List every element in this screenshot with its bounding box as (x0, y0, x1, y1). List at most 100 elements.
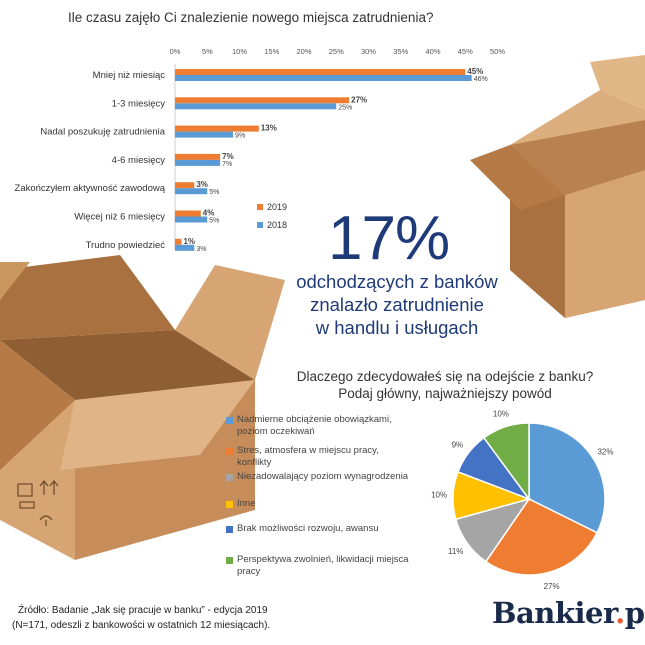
pie-slice-label: 9% (452, 440, 464, 449)
highlight-text: odchodzących z banków znalazło zatrudnie… (262, 270, 532, 339)
brand-name: Bankier (492, 596, 616, 630)
legend-swatch-2018 (257, 222, 263, 228)
pie-title-line-1: Dlaczego zdecydowałeś się na odejście z … (296, 369, 594, 384)
bar-2019 (175, 182, 195, 189)
highlight-line-2: znalazło zatrudnienie (310, 294, 484, 315)
source-sample-note: (N=171, odeszli z bankowości w ostatnich… (12, 620, 271, 631)
pie-slice-label: 32% (597, 448, 613, 457)
x-tick-label: 5% (202, 47, 213, 56)
pie-legend-swatch (226, 557, 233, 564)
category-label: Trudno powiedzieć (86, 240, 166, 251)
bar-2019 (175, 153, 221, 160)
bar-value-label: 46% (474, 76, 488, 83)
x-tick-label: 25% (329, 47, 344, 56)
pie-legend-swatch (226, 501, 233, 508)
x-tick-label: 50% (490, 47, 505, 56)
x-tick-label: 15% (264, 47, 279, 56)
x-tick-label: 45% (458, 47, 473, 56)
pie-legend-item: Niezadowalający poziom wynagrodzenia (226, 471, 427, 483)
category-label: Więcej niż 6 miesięcy (74, 212, 165, 223)
x-tick-label: 20% (296, 47, 311, 56)
pie-legend-label-continued: poziom oczekiwań (237, 426, 315, 437)
bar-value-label: 1% (183, 237, 195, 246)
bar-value-label: 5% (209, 189, 219, 196)
left-cardboard-box (0, 255, 285, 560)
pie-slice-label: 10% (431, 491, 447, 500)
bar-2019 (175, 238, 182, 245)
pie-slice-label: 11% (448, 547, 463, 556)
bar-2018 (175, 216, 208, 223)
highlight-line-3: w handlu i usługach (315, 317, 479, 338)
pie-legend-swatch (226, 526, 233, 533)
pie-legend-label: Inne (237, 498, 256, 509)
bar-value-label: 7% (222, 161, 232, 168)
bar-2019 (175, 97, 350, 104)
bar-2018 (175, 75, 472, 81)
x-tick-label: 0% (170, 47, 181, 56)
category-label: Zakończyłem aktywność zawodową (15, 183, 166, 194)
bar-value-label: 5% (209, 218, 219, 225)
bar-2018 (175, 244, 195, 251)
pie-legend-label: Niezadowalający poziom wynagrodzenia (237, 471, 409, 482)
pie-legend-swatch (226, 474, 233, 481)
category-label: 1-3 miesięcy (112, 98, 166, 109)
legend-label-2018: 2018 (267, 220, 287, 230)
brand-dot: . (615, 596, 625, 630)
bar-value-label: 3% (196, 180, 208, 189)
bankier-logo: Bankier.pl (492, 596, 645, 630)
pie-legend-label: Brak możliwości rozwoju, awansu (237, 523, 379, 534)
legend-swatch-2019 (257, 204, 263, 210)
category-label: Mniej niż miesiąc (93, 70, 166, 81)
pie-legend-item: Nadmierne obciążenie obowiązkami, poziom … (226, 414, 427, 438)
bar-2019 (175, 125, 259, 132)
pie-slice (482, 422, 530, 502)
pie-legend-item: Brak możliwości rozwoju, awansu (226, 523, 427, 535)
pie-legend-label: Stres, atmosfera w miejscu pracy, (237, 445, 379, 456)
bar-2018 (175, 103, 337, 110)
bar-2018 (175, 131, 234, 138)
bar-value-label: 13% (261, 124, 277, 133)
bar-value-label: 4% (203, 209, 215, 218)
bar-2018 (175, 159, 221, 166)
pie-legend-swatch (226, 448, 233, 455)
bar-2019 (175, 210, 201, 217)
bar-value-label: 27% (351, 95, 367, 104)
category-label: Nadal poszukuję zatrudnienia (40, 127, 165, 138)
category-label: 4-6 miesięcy (112, 155, 166, 166)
pie-slice (528, 422, 606, 534)
bar-value-label: 45% (467, 67, 483, 76)
bar-value-label: 25% (338, 104, 352, 111)
highlight-percent: 17% (328, 204, 450, 273)
pie-chart-title: Dlaczego zdecydowałeś się na odejście z … (270, 368, 620, 402)
pie-title-line-2: Podaj główny, najważniejszy powód (338, 386, 552, 401)
x-tick-label: 30% (361, 47, 376, 56)
pie-slice (484, 498, 599, 576)
pie-legend-label: Nadmierne obciążenie obowiązkami, (237, 414, 392, 425)
x-tick-label: 40% (425, 47, 440, 56)
brand-tld: pl (624, 596, 645, 630)
x-tick-label: 10% (232, 47, 247, 56)
right-cardboard-box (470, 55, 645, 318)
pie-slice-label: 10% (493, 409, 509, 418)
bar-value-label: 3% (196, 246, 206, 253)
highlight-line-1: odchodzących z banków (296, 271, 498, 292)
bar-2019 (175, 69, 466, 75)
pie-legend-label-continued: pracy (237, 566, 261, 577)
source-note: Źródło: Badanie „Jak się pracuje w banku… (18, 605, 268, 616)
pie-legend-label: Perspektywa zwolnień, likwidacji miejsca (237, 554, 409, 565)
box-handling-symbols (17, 480, 59, 526)
pie-legend-item: Inne (226, 498, 427, 510)
legend-label-2019: 2019 (267, 202, 287, 212)
pie-legend-label-continued: konflikty (237, 457, 272, 468)
bar-2018 (175, 188, 208, 195)
bar-chart-title: Ile czasu zajęło Ci znalezienie nowego m… (68, 10, 434, 25)
bar-value-label: 9% (235, 133, 245, 140)
x-tick-label: 35% (393, 47, 408, 56)
bar-value-label: 7% (222, 152, 234, 161)
pie-legend-item: Stres, atmosfera w miejscu pracy, konflik… (226, 445, 427, 469)
pie-slice-label: 27% (544, 582, 560, 591)
pie-legend-item: Perspektywa zwolnień, likwidacji miejsca… (226, 554, 427, 578)
